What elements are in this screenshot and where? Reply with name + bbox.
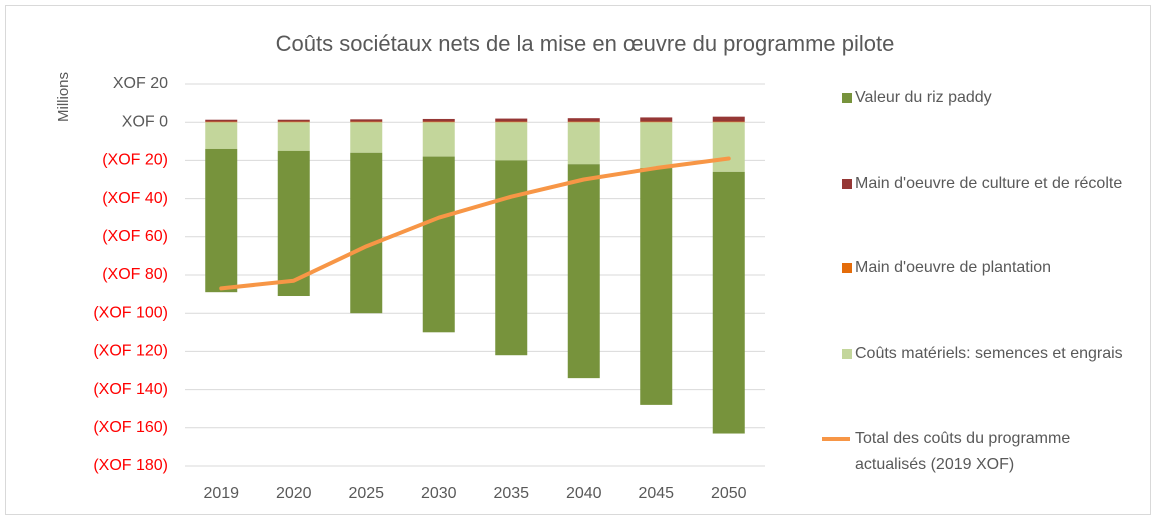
bar-segment xyxy=(422,121,455,123)
bar-segment xyxy=(495,121,528,123)
line-series xyxy=(219,156,731,291)
bar-segment xyxy=(205,148,238,293)
bar-segment xyxy=(567,121,600,123)
bar-segment xyxy=(205,121,238,123)
bar-segment xyxy=(712,122,745,172)
legend-label: Coûts matériels: semences et engrais xyxy=(855,345,1123,362)
bar-segment xyxy=(567,122,600,165)
legend-label: Total des coûts du programme actualisés … xyxy=(855,430,1071,473)
bar-segment xyxy=(640,122,673,169)
bar-segment xyxy=(277,150,310,297)
y-tick-label: (XOF 100) xyxy=(93,304,168,321)
bar-segment xyxy=(277,119,310,122)
legend-label: Main d'oeuvre de culture et de récolte xyxy=(855,175,1123,192)
bar-segment xyxy=(640,121,673,123)
bar-segment xyxy=(422,118,455,122)
legend-label: Valeur du riz paddy xyxy=(855,89,992,106)
bar-segment xyxy=(567,164,600,379)
legend-swatch xyxy=(842,263,852,273)
x-tick-label: 2045 xyxy=(638,485,674,502)
y-tick-label: (XOF 180) xyxy=(93,457,168,474)
x-tick-label: 2040 xyxy=(566,485,602,502)
bar-segment xyxy=(350,121,383,123)
y-tick-label: (XOF 40) xyxy=(102,190,168,207)
y-tick-label: XOF 20 xyxy=(113,75,168,92)
legend-label: Main d'oeuvre de plantation xyxy=(855,259,1052,276)
y-tick-label: (XOF 140) xyxy=(93,381,168,398)
x-tick-label: 2020 xyxy=(276,485,312,502)
x-tick-label: 2030 xyxy=(421,485,457,502)
bar-segment xyxy=(350,122,383,153)
y-tick-label: XOF 0 xyxy=(122,113,168,130)
legend-swatch xyxy=(842,179,852,189)
bar-segment xyxy=(567,118,600,122)
bar-segment xyxy=(640,117,673,122)
bar-segment xyxy=(495,122,528,161)
y-axis-label: Millions xyxy=(55,72,72,122)
bar-segment xyxy=(712,116,745,122)
bar-segment xyxy=(350,119,383,122)
y-tick-label: (XOF 80) xyxy=(102,266,168,283)
bar-segment xyxy=(277,121,310,123)
bar-segment xyxy=(205,119,238,122)
legend-swatch xyxy=(842,93,852,103)
y-tick-label: (XOF 120) xyxy=(93,343,168,360)
y-tick-label: (XOF 60) xyxy=(102,228,168,245)
y-tick-label: (XOF 160) xyxy=(93,419,168,436)
bar-segment xyxy=(422,156,455,333)
bar-segment xyxy=(495,118,528,122)
bar-segment xyxy=(350,152,383,314)
bar-segment xyxy=(422,122,455,157)
bar-segment xyxy=(495,160,528,356)
x-tick-label: 2035 xyxy=(493,485,529,502)
bar-segment xyxy=(712,121,745,123)
y-tick-label: (XOF 20) xyxy=(102,152,168,169)
bar-segment xyxy=(640,168,673,405)
bar-segment xyxy=(277,122,310,151)
legend-swatch xyxy=(842,349,852,359)
chart-title: Coûts sociétaux nets de la mise en œuvre… xyxy=(276,31,895,56)
x-tick-label: 2019 xyxy=(203,485,239,502)
x-tick-label: 2025 xyxy=(348,485,384,502)
bar-segment xyxy=(205,122,238,149)
x-tick-label: 2050 xyxy=(711,485,747,502)
bar-segment xyxy=(712,171,745,434)
